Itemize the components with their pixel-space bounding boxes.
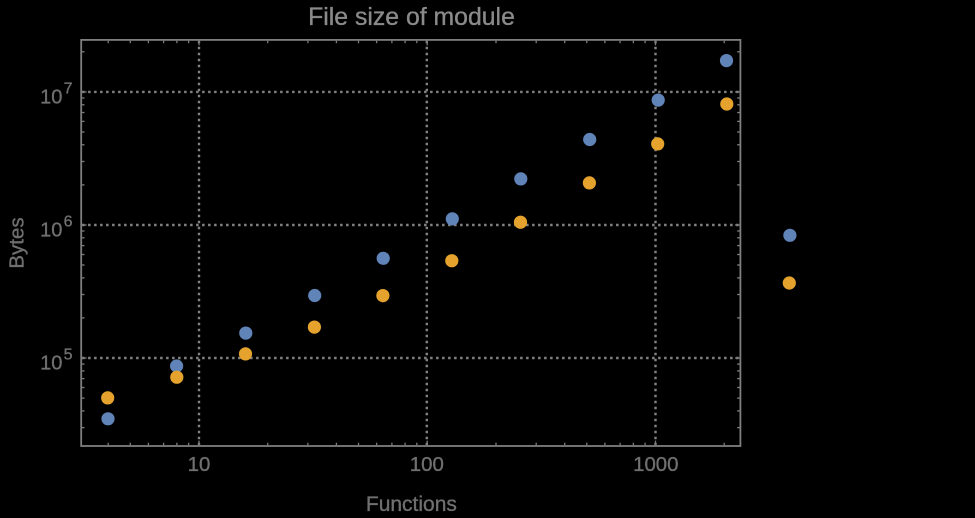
svg-text:6: 6 [64, 214, 73, 231]
svg-text:100: 100 [410, 454, 444, 476]
svg-text:7: 7 [64, 80, 73, 97]
svg-text:5: 5 [64, 347, 73, 364]
svg-text:10: 10 [40, 353, 62, 375]
svg-text:Functions: Functions [366, 493, 457, 513]
svg-text:1000: 1000 [633, 454, 678, 476]
svg-text:File size of module: File size of module [308, 4, 515, 31]
svg-text:Bytes: Bytes [6, 217, 29, 268]
svg-text:10: 10 [40, 220, 62, 242]
svg-text:10: 10 [188, 454, 211, 476]
svg-text:10: 10 [40, 87, 62, 109]
